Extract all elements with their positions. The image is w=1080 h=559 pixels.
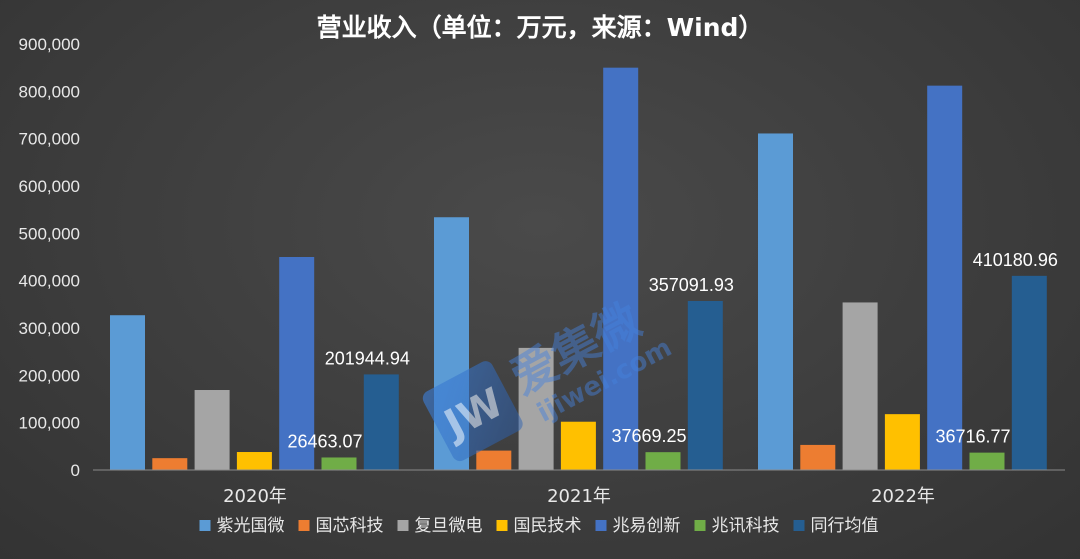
data-label: 37669.25: [611, 426, 686, 446]
bar: [603, 67, 639, 471]
data-label: 410180.96: [973, 250, 1058, 270]
bar: [1011, 275, 1047, 470]
bar: [152, 458, 188, 470]
legend-swatch: [298, 520, 310, 531]
y-tick-label: 300,000: [19, 319, 80, 338]
legend-label: 兆易创新: [613, 516, 681, 536]
legend-label: 同行均值: [811, 516, 879, 536]
chart-title: 营业收入（单位：万元，来源：Wind）: [317, 13, 764, 42]
legend-label: 复旦微电: [415, 516, 483, 536]
x-tick-label: 2020年: [223, 486, 287, 507]
bar: [236, 452, 272, 470]
legend-item: 紫光国微: [199, 516, 285, 536]
y-tick-label: 0: [71, 461, 80, 480]
legend-item: 国民技术: [496, 516, 582, 536]
y-tick-label: 500,000: [19, 224, 80, 243]
data-label: 36716.77: [935, 427, 1010, 447]
legend: 紫光国微 国芯科技 复旦微电 国民技术 兆易创新 兆讯科技 同行均值: [199, 516, 879, 536]
legend-swatch: [793, 520, 805, 531]
legend-item: 复旦微电: [397, 516, 483, 536]
x-axis: 2020年 2021年 2022年: [93, 469, 1065, 507]
legend-swatch: [496, 520, 508, 531]
y-tick-label: 800,000: [19, 82, 80, 101]
legend-item: 同行均值: [793, 516, 879, 536]
x-tick-label: 2021年: [547, 486, 611, 507]
legend-swatch: [595, 520, 607, 531]
bar: [842, 302, 878, 470]
legend-label: 国民技术: [514, 516, 582, 536]
watermark: JW 爱集微 ijiwei.com: [422, 292, 677, 462]
bar: [194, 390, 230, 470]
bar: [687, 300, 723, 470]
y-tick-label: 900,000: [19, 35, 80, 54]
legend-label: 兆讯科技: [712, 516, 780, 536]
bar: [800, 444, 836, 470]
legend-label: 国芯科技: [316, 516, 384, 536]
bar: [279, 257, 315, 470]
legend-item: 兆讯科技: [694, 516, 780, 536]
legend-item: 国芯科技: [298, 516, 384, 536]
legend-label: 紫光国微: [217, 516, 285, 536]
y-tick-label: 600,000: [19, 177, 80, 196]
bar: [363, 374, 399, 470]
data-label: 201944.94: [325, 348, 410, 368]
bar: [969, 452, 1005, 470]
bar: [476, 450, 512, 470]
y-tick-label: 200,000: [19, 366, 80, 385]
data-labels: 201944.94 357091.93 410180.96 26463.07 37669…: [287, 250, 1057, 452]
data-label: 357091.93: [649, 275, 734, 295]
bar: [110, 315, 145, 470]
bar: [560, 421, 596, 470]
legend-item: 兆易创新: [595, 516, 681, 536]
data-label: 26463.07: [287, 431, 362, 451]
legend-swatch: [694, 520, 706, 531]
y-axis: 0 100,000 200,000 300,000 400,000 500,000 600,…: [19, 35, 80, 480]
legend-swatch: [397, 520, 409, 531]
watermark-logo-icon: [422, 361, 523, 462]
bar: [927, 85, 963, 471]
bar: [884, 414, 920, 470]
legend-swatch: [199, 520, 211, 531]
bar: [758, 133, 793, 470]
bar: [321, 457, 357, 470]
y-tick-label: 700,000: [19, 130, 80, 149]
y-tick-label: 400,000: [19, 272, 80, 291]
x-tick-label: 2022年: [871, 486, 935, 507]
y-tick-label: 100,000: [19, 414, 80, 433]
bar: [518, 347, 554, 470]
bar: [645, 452, 681, 470]
